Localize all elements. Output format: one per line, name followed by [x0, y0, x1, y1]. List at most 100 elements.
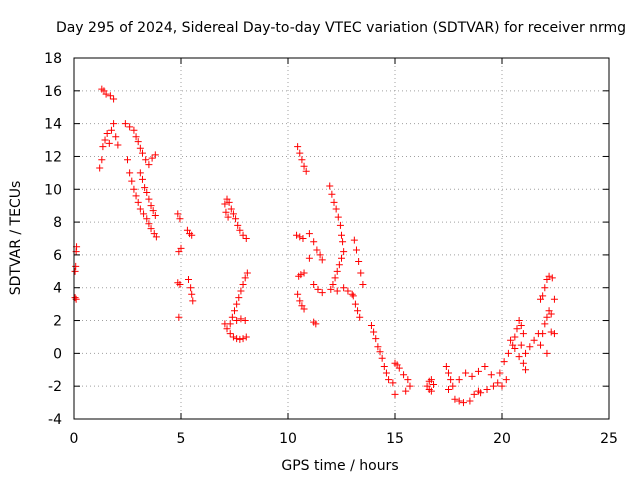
data-point: [128, 177, 136, 185]
data-point: [114, 141, 122, 149]
data-point: [302, 167, 310, 175]
series-pass-p: [349, 236, 367, 321]
data-point: [236, 335, 244, 343]
data-point: [126, 123, 134, 131]
data-point: [348, 290, 356, 298]
data-point: [545, 272, 553, 280]
data-point: [243, 269, 251, 277]
data-point: [330, 198, 338, 206]
data-point: [316, 251, 324, 259]
data-point: [107, 126, 115, 134]
data-point: [354, 307, 362, 315]
data-point: [519, 359, 527, 367]
y-axis-label: SDTVAR / TECUs: [8, 181, 24, 296]
data-point: [543, 349, 551, 357]
data-point: [102, 90, 110, 98]
data-point: [367, 321, 375, 329]
data-point: [241, 317, 249, 325]
data-point: [136, 144, 144, 152]
data-point: [442, 362, 450, 370]
data-point: [500, 358, 508, 366]
data-point: [237, 315, 245, 323]
data-point: [221, 200, 229, 208]
data-point: [481, 362, 489, 370]
chart-title: Day 295 of 2024, Sidereal Day-to-day VTE…: [56, 20, 626, 36]
data-point: [148, 154, 156, 162]
series-pass-d: [121, 120, 159, 169]
data-point: [331, 274, 339, 282]
series-pass-h: [183, 226, 197, 305]
data-point: [391, 390, 399, 398]
data-point: [142, 156, 150, 164]
data-point: [537, 341, 545, 349]
data-point: [427, 376, 435, 384]
data-point: [312, 320, 320, 328]
series-pass-n: [305, 230, 326, 328]
y-tick-label: 12: [44, 149, 62, 165]
data-point: [539, 292, 547, 300]
data-point: [489, 382, 497, 390]
data-point: [103, 129, 111, 137]
series-pass-w: [507, 330, 542, 374]
data-point: [136, 169, 144, 177]
data-point: [526, 343, 534, 351]
data-point: [237, 287, 245, 295]
data-point: [110, 95, 118, 103]
data-point: [483, 385, 491, 393]
data-point: [231, 307, 238, 315]
y-tick-label: 6: [53, 248, 62, 264]
data-point: [515, 353, 523, 361]
x-tick-label: 5: [177, 431, 186, 447]
data-point: [355, 257, 363, 265]
data-point: [110, 120, 118, 128]
data-point: [351, 300, 359, 308]
data-point: [177, 244, 185, 252]
data-point: [402, 387, 410, 395]
data-point: [511, 333, 519, 341]
series-pass-f: [136, 169, 159, 220]
data-point: [232, 215, 240, 223]
y-tick-label: 18: [44, 51, 62, 67]
data-point: [522, 349, 530, 357]
data-point: [504, 349, 512, 357]
data-point: [395, 364, 403, 372]
data-point: [233, 317, 241, 325]
data-point: [470, 390, 478, 398]
data-point: [98, 156, 106, 164]
data-point: [226, 320, 234, 328]
series-pass-e: [124, 156, 160, 241]
data-point: [310, 280, 318, 288]
data-point: [487, 371, 495, 379]
data-point: [404, 376, 412, 384]
data-point: [547, 328, 555, 336]
data-point: [517, 321, 525, 329]
data-point: [143, 215, 151, 223]
grid-lines: [74, 58, 609, 419]
data-point: [143, 189, 151, 197]
series-pass-v: [477, 317, 527, 397]
series-pass-c: [96, 120, 122, 172]
data-point: [356, 313, 364, 321]
data-point: [517, 341, 525, 349]
y-tick-label: 8: [53, 215, 62, 231]
data-point: [239, 335, 247, 343]
data-point: [236, 226, 244, 234]
data-point: [511, 344, 519, 352]
data-point: [242, 333, 250, 341]
data-point: [382, 369, 390, 377]
data-point: [310, 238, 318, 246]
y-tick-label: 2: [53, 314, 62, 330]
data-point: [550, 295, 558, 303]
data-point: [333, 267, 341, 275]
data-point: [132, 192, 140, 200]
data-point: [121, 120, 129, 128]
data-point: [151, 212, 159, 220]
data-point: [459, 399, 467, 407]
data-point: [336, 221, 344, 229]
data-point: [477, 389, 485, 397]
data-point: [466, 397, 474, 405]
data-point: [507, 336, 515, 344]
x-tick-label: 20: [493, 431, 511, 447]
data-point: [539, 330, 547, 338]
